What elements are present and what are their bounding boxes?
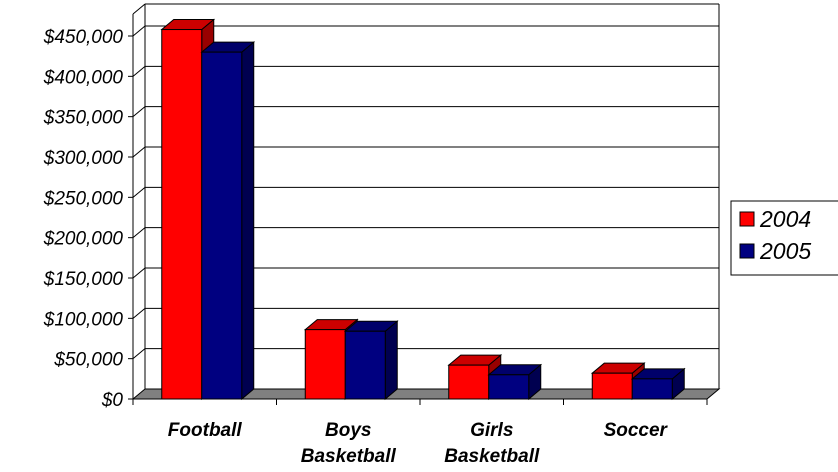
bar-2005	[343, 320, 399, 401]
y-tick-label: $200,000	[43, 229, 124, 250]
wall-top-left	[132, 3, 146, 15]
gridline-side	[132, 106, 146, 118]
y-tick-label: $350,000	[43, 108, 124, 129]
bar-front	[304, 329, 346, 400]
x-category-label: Soccer	[604, 420, 669, 441]
y-tick-label: $450,000	[43, 27, 124, 48]
y-tick-label: $300,000	[43, 148, 124, 169]
x-axis: Football Boys Basketball Girls Basketball Soc…	[132, 399, 708, 467]
bars	[160, 18, 686, 401]
gridline-side	[132, 186, 146, 198]
bar-front	[201, 51, 243, 400]
chart-walls	[132, 3, 720, 399]
legend-swatch	[739, 243, 755, 259]
bar-2005	[487, 363, 543, 401]
y-tick-label: $50,000	[53, 350, 123, 371]
bar-2005	[200, 41, 256, 401]
bar-front	[488, 374, 530, 400]
gridline-side	[132, 146, 146, 158]
gridline-side	[132, 227, 146, 239]
bar-front	[344, 330, 386, 400]
bar-front	[161, 29, 203, 400]
bar-front	[448, 364, 490, 400]
x-category-label: Basketball	[301, 446, 397, 467]
legend: 2004 2005	[730, 200, 838, 276]
y-tick-label: $400,000	[43, 67, 124, 88]
y-axis: $0 $50,000 $100,000 $150,000 $200,000 $250,00…	[43, 27, 133, 411]
y-tick-label: $0	[101, 390, 124, 411]
y-tick-label: $150,000	[43, 269, 124, 290]
bar-2005	[630, 367, 686, 401]
gridline-side	[132, 65, 146, 77]
legend-swatch	[739, 211, 755, 227]
gridline-side	[132, 348, 146, 360]
gridline-side	[132, 307, 146, 319]
bar-front	[591, 372, 633, 400]
x-category-label: Boys	[325, 420, 371, 441]
bar-front	[631, 378, 673, 400]
legend-label: 2004	[759, 206, 811, 232]
legend-label: 2005	[759, 238, 811, 264]
x-category-label: Basketball	[444, 446, 540, 467]
y-tick-label: $250,000	[43, 188, 124, 209]
gridline-side	[132, 267, 146, 279]
x-category-label: Girls	[470, 420, 513, 441]
bar-side	[241, 41, 255, 401]
gridline-side	[132, 25, 146, 37]
x-category-label: Football	[168, 420, 243, 441]
bar-side	[384, 320, 398, 401]
y-tick-label: $100,000	[43, 309, 124, 330]
